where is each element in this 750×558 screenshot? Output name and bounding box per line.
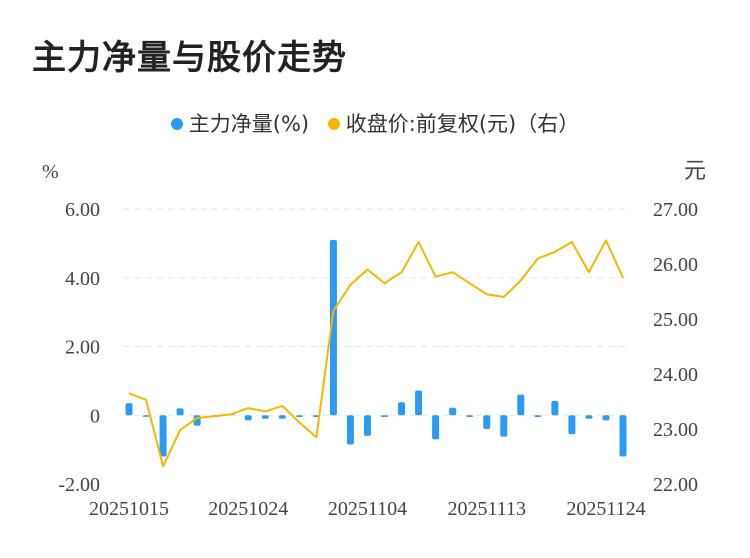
legend-marker-bar: [170, 118, 183, 130]
bar: [398, 402, 406, 416]
bar: [568, 415, 576, 435]
left-tick-label: 6.00: [65, 199, 100, 221]
x-tick-label: 20251024: [208, 498, 288, 520]
bar: [483, 415, 491, 429]
left-tick-label: -2.00: [58, 474, 100, 496]
legend-item-close-price[interactable]: 收盘价:前复权(元)（右）: [327, 108, 580, 138]
right-tick-label: 24.00: [653, 364, 698, 386]
left-tick-label: 4.00: [65, 268, 100, 290]
right-axis-unit: 元: [684, 158, 706, 183]
bar: [500, 415, 508, 437]
bar: [602, 415, 610, 421]
chart-title: 主力净量与股价走势: [32, 38, 347, 78]
legend-marker-line: [327, 118, 340, 130]
bar: [261, 415, 269, 419]
bar: [415, 390, 423, 416]
bar: [363, 415, 371, 436]
bar: [176, 408, 184, 416]
left-tick-label: 0: [90, 405, 100, 427]
bar: [346, 415, 354, 445]
bar: [466, 415, 474, 417]
right-tick-label: 23.00: [653, 419, 698, 441]
right-tick-label: 22.00: [653, 474, 698, 496]
x-tick-label: 20251104: [328, 498, 407, 520]
legend: 主力净量(%) 收盘价:前复权(元)（右）: [0, 108, 750, 138]
right-tick-label: 26.00: [653, 254, 698, 276]
bar: [619, 415, 627, 457]
bar: [159, 415, 167, 457]
legend-label-line: 收盘价:前复权(元)（右）: [345, 112, 580, 136]
x-tick-label: 20251015: [89, 498, 169, 520]
bar: [295, 415, 303, 417]
x-tick-label: 20251113: [447, 498, 526, 520]
bar: [278, 415, 286, 419]
bar: [585, 415, 593, 419]
legend-item-net-volume[interactable]: 主力净量(%): [170, 108, 310, 138]
left-axis-unit: %: [42, 161, 59, 183]
bar: [142, 415, 150, 417]
bar: [551, 400, 559, 416]
right-tick-label: 27.00: [653, 199, 698, 221]
bar: [534, 415, 542, 417]
x-tick-label: 20251124: [566, 498, 645, 520]
bar: [449, 407, 457, 416]
bar: [432, 415, 440, 440]
bar: [244, 415, 252, 421]
bar: [381, 415, 389, 417]
bar: [125, 403, 133, 416]
legend-label-bar: 主力净量(%): [188, 112, 310, 136]
left-tick-label: 2.00: [65, 337, 100, 359]
bar: [517, 394, 525, 416]
bar: [312, 415, 320, 417]
right-tick-label: 25.00: [653, 309, 698, 331]
bar: [329, 239, 337, 416]
price-line: [128, 239, 624, 468]
